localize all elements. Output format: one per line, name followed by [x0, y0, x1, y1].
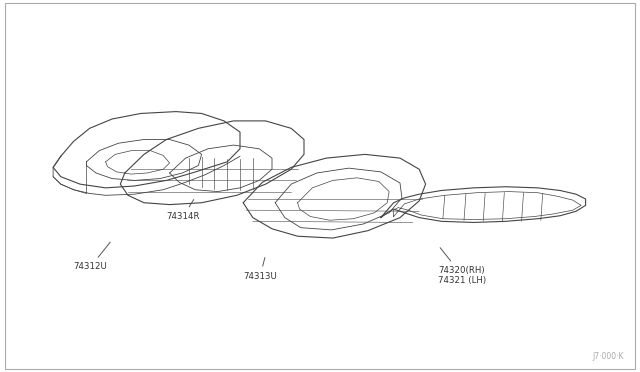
- Text: 74313U: 74313U: [243, 257, 277, 280]
- Text: 74320(RH)
74321 (LH): 74320(RH) 74321 (LH): [438, 248, 486, 285]
- Text: 74312U: 74312U: [74, 242, 110, 271]
- Text: 74314R: 74314R: [166, 199, 200, 221]
- Text: J7·000·K: J7·000·K: [593, 352, 624, 361]
